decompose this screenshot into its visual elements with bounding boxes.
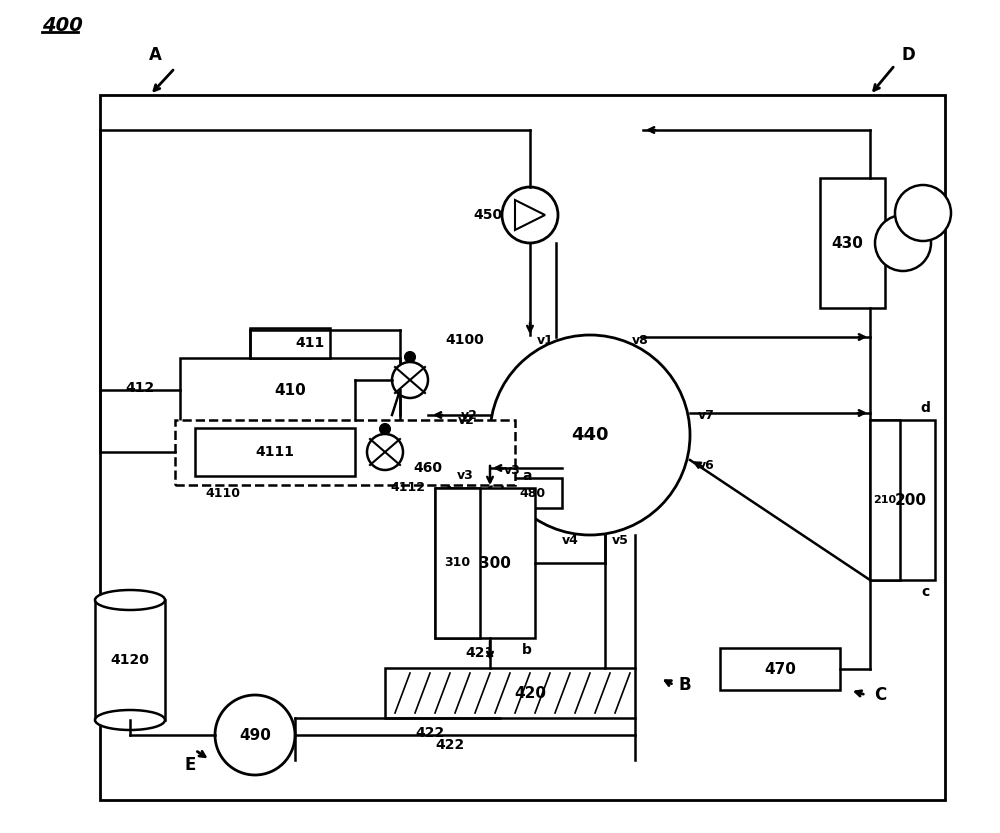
Text: v3: v3 bbox=[504, 463, 520, 476]
Text: 460: 460 bbox=[414, 461, 442, 475]
Polygon shape bbox=[455, 453, 485, 483]
Text: 450: 450 bbox=[473, 208, 503, 222]
Text: v7: v7 bbox=[698, 408, 715, 421]
Text: 430: 430 bbox=[832, 236, 863, 251]
Text: 4112: 4112 bbox=[390, 481, 425, 493]
Text: B: B bbox=[679, 676, 691, 694]
Text: 422: 422 bbox=[435, 738, 465, 752]
Text: 480: 480 bbox=[519, 486, 545, 500]
Text: 200: 200 bbox=[895, 492, 926, 507]
Text: 420: 420 bbox=[514, 686, 546, 701]
Bar bbox=[870, 420, 935, 580]
Text: v2: v2 bbox=[461, 408, 478, 421]
Text: 300: 300 bbox=[479, 556, 511, 571]
Ellipse shape bbox=[95, 590, 165, 610]
Text: D: D bbox=[901, 46, 915, 64]
Bar bbox=[720, 648, 840, 690]
Text: v5: v5 bbox=[612, 533, 628, 546]
Circle shape bbox=[442, 440, 498, 496]
Text: v6: v6 bbox=[698, 458, 715, 471]
Text: 422: 422 bbox=[415, 726, 445, 740]
Circle shape bbox=[490, 335, 690, 535]
Text: 400: 400 bbox=[42, 16, 83, 34]
Bar bbox=[870, 420, 900, 580]
Text: 4120: 4120 bbox=[111, 653, 149, 667]
Circle shape bbox=[392, 362, 428, 398]
Text: 470: 470 bbox=[764, 661, 796, 676]
Circle shape bbox=[875, 215, 931, 271]
Text: 440: 440 bbox=[571, 426, 609, 444]
Bar bbox=[175, 420, 515, 485]
Bar bbox=[820, 178, 885, 308]
Text: a: a bbox=[522, 469, 532, 483]
Text: 4111: 4111 bbox=[256, 445, 294, 459]
Text: b: b bbox=[522, 643, 532, 657]
Text: v1: v1 bbox=[537, 333, 553, 347]
Text: C: C bbox=[874, 686, 886, 704]
Text: 411: 411 bbox=[295, 336, 325, 350]
Text: 490: 490 bbox=[239, 727, 271, 742]
Text: c: c bbox=[921, 585, 929, 599]
Circle shape bbox=[380, 424, 390, 434]
Text: 412: 412 bbox=[126, 381, 155, 395]
Text: v2: v2 bbox=[458, 413, 475, 426]
Text: 310: 310 bbox=[444, 556, 470, 570]
Bar bbox=[435, 488, 480, 638]
Ellipse shape bbox=[95, 710, 165, 730]
Text: A: A bbox=[149, 46, 161, 64]
Bar bbox=[502, 478, 562, 508]
Circle shape bbox=[215, 695, 295, 775]
Bar bbox=[95, 600, 165, 720]
Text: v4: v4 bbox=[562, 533, 578, 546]
Text: 4110: 4110 bbox=[205, 486, 240, 500]
Circle shape bbox=[405, 352, 415, 362]
Text: 4100: 4100 bbox=[445, 333, 484, 347]
Text: d: d bbox=[920, 401, 930, 415]
Circle shape bbox=[502, 187, 558, 243]
Bar bbox=[250, 328, 330, 358]
Circle shape bbox=[895, 185, 951, 241]
Polygon shape bbox=[515, 200, 545, 230]
Text: v3: v3 bbox=[457, 468, 473, 481]
Text: v8: v8 bbox=[632, 333, 648, 347]
Bar bbox=[100, 95, 945, 800]
Bar bbox=[180, 358, 400, 423]
Bar bbox=[385, 668, 635, 718]
Bar bbox=[195, 428, 355, 476]
Text: 421: 421 bbox=[465, 646, 495, 660]
Text: E: E bbox=[184, 756, 196, 774]
Bar bbox=[435, 488, 535, 638]
Text: 410: 410 bbox=[274, 383, 306, 398]
Circle shape bbox=[367, 434, 403, 470]
Text: 210: 210 bbox=[873, 495, 897, 505]
